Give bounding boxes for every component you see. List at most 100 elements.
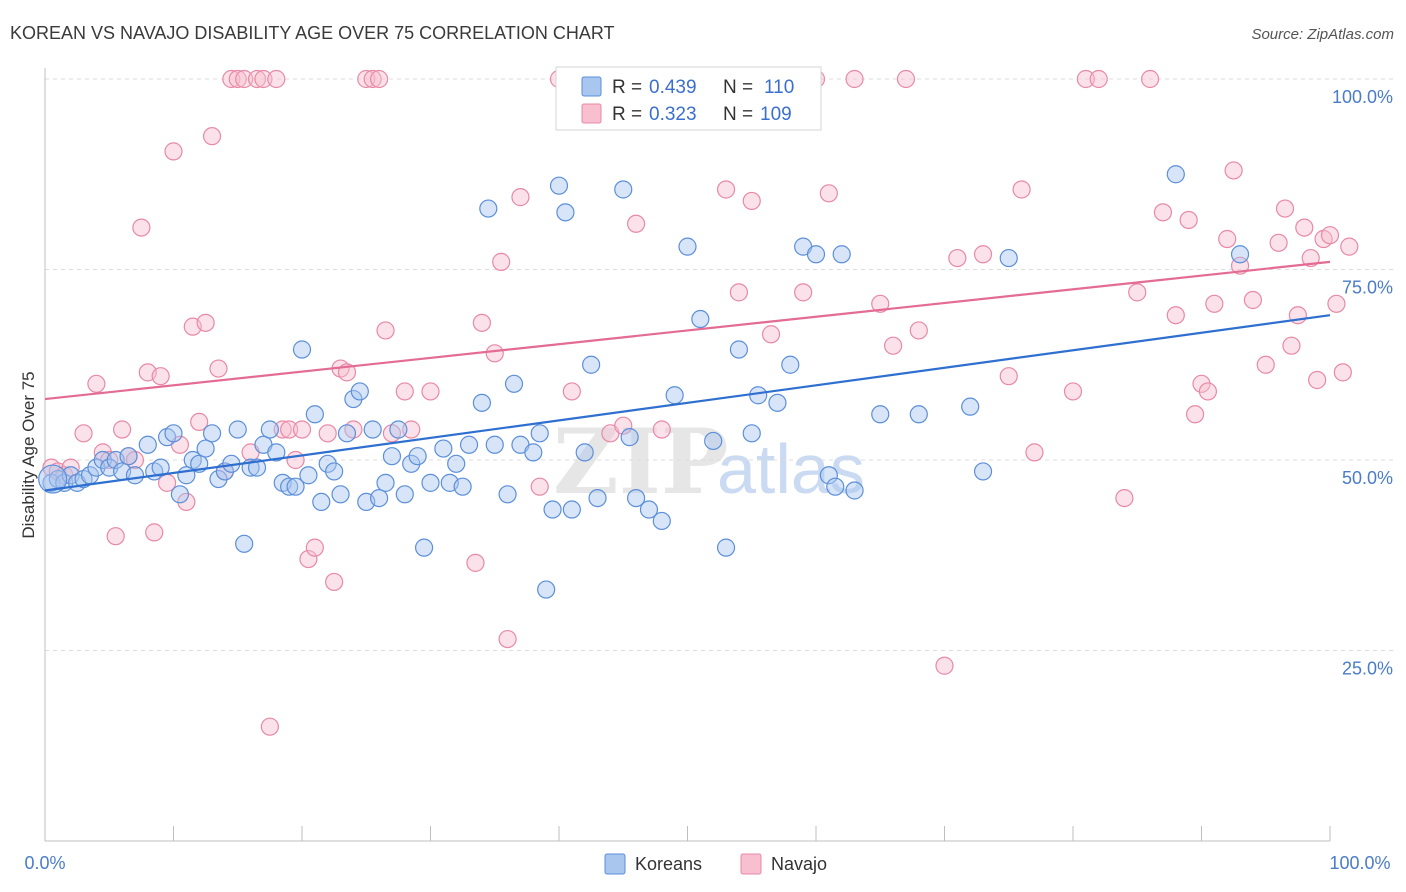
navajo-point bbox=[1179, 210, 1198, 230]
koreans-point bbox=[305, 405, 324, 424]
navajo-point bbox=[871, 294, 890, 313]
koreans-point bbox=[691, 309, 710, 329]
koreans-point bbox=[382, 447, 402, 466]
koreans-point bbox=[1230, 245, 1250, 264]
x-tick-label-min: 0.0% bbox=[24, 853, 65, 873]
koreans-point bbox=[325, 462, 344, 481]
navajo-point bbox=[1153, 203, 1173, 222]
navajo-point bbox=[626, 214, 646, 233]
koreans-point bbox=[395, 485, 414, 504]
koreans-point bbox=[93, 450, 112, 470]
navajo-point bbox=[87, 374, 106, 393]
navajo-point bbox=[1218, 229, 1237, 249]
navajo-point bbox=[511, 188, 530, 207]
koreans-point bbox=[485, 435, 504, 454]
koreans-point bbox=[408, 447, 427, 466]
koreans-point bbox=[543, 500, 562, 519]
koreans-series bbox=[38, 165, 1250, 599]
koreans-point bbox=[716, 538, 736, 557]
koreans-r-label: R = bbox=[612, 77, 642, 98]
navajo-point bbox=[273, 420, 292, 439]
koreans-point bbox=[704, 431, 723, 451]
koreans-point bbox=[479, 199, 498, 218]
koreans-point bbox=[376, 473, 395, 492]
navajo-point bbox=[472, 313, 491, 332]
navajo-point bbox=[254, 69, 273, 89]
koreans-point bbox=[781, 355, 800, 374]
navajo-bottom-swatch bbox=[740, 853, 762, 875]
navajo-point bbox=[845, 69, 864, 89]
koreans-point bbox=[196, 439, 215, 458]
koreans-point bbox=[504, 374, 524, 393]
navajo-point bbox=[652, 420, 671, 439]
koreans-point bbox=[119, 447, 138, 466]
navajo-point bbox=[267, 69, 286, 89]
navajo-point bbox=[1282, 336, 1301, 355]
navajo-point bbox=[530, 477, 549, 496]
koreans-point bbox=[742, 424, 761, 443]
koreans-point bbox=[447, 454, 466, 473]
navajo-point bbox=[935, 656, 954, 675]
koreans-point bbox=[260, 420, 279, 439]
navajo-point bbox=[1012, 180, 1031, 199]
gridlines bbox=[45, 78, 1396, 651]
koreans-n-label: N = bbox=[723, 77, 753, 98]
koreans-point bbox=[318, 454, 337, 473]
navajo-series bbox=[42, 69, 1359, 736]
navajo-point bbox=[1295, 218, 1314, 237]
navajo-point bbox=[1025, 443, 1044, 462]
y-tick-label: 75.0% bbox=[1342, 278, 1393, 298]
koreans-point bbox=[402, 454, 421, 473]
koreans-point bbox=[434, 439, 453, 458]
navajo-point bbox=[794, 283, 813, 302]
koreans-trend-line bbox=[44, 314, 1331, 492]
koreans-point bbox=[665, 386, 684, 405]
koreans-point bbox=[639, 500, 659, 519]
navajo-point bbox=[1198, 382, 1218, 401]
koreans-point bbox=[312, 492, 331, 512]
koreans-point bbox=[819, 466, 838, 485]
koreans-point bbox=[247, 458, 267, 477]
navajo-point bbox=[247, 69, 267, 89]
koreans-point bbox=[575, 443, 594, 462]
navajo-point bbox=[209, 359, 228, 378]
navajo-point bbox=[357, 69, 376, 89]
koreans-point bbox=[678, 237, 697, 256]
navajo-point bbox=[280, 420, 299, 439]
x-tick-label-max: 100.0% bbox=[1329, 853, 1390, 873]
navajo-point bbox=[1301, 248, 1320, 268]
koreans-point bbox=[331, 485, 350, 504]
koreans-point bbox=[556, 203, 575, 222]
navajo-point bbox=[761, 325, 781, 344]
koreans-point bbox=[228, 420, 247, 439]
navajo-n-label: N = bbox=[723, 104, 753, 125]
koreans-point bbox=[537, 580, 556, 599]
navajo-point bbox=[492, 252, 511, 271]
navajo-point bbox=[1320, 226, 1340, 245]
y-tick-label: 50.0% bbox=[1342, 468, 1393, 488]
navajo-point bbox=[325, 572, 344, 592]
navajo-point bbox=[1128, 283, 1147, 302]
koreans-point bbox=[350, 382, 369, 401]
navajo-point bbox=[1256, 355, 1275, 374]
koreans-point bbox=[164, 424, 183, 443]
koreans-point bbox=[530, 424, 549, 443]
koreans-point bbox=[999, 248, 1018, 268]
navajo-point bbox=[883, 336, 903, 355]
koreans-point bbox=[459, 435, 479, 454]
navajo-r-value: 0.323 bbox=[649, 104, 697, 125]
koreans-point bbox=[582, 355, 601, 374]
koreans-bottom-label: Koreans bbox=[635, 854, 702, 874]
koreans-point bbox=[472, 393, 491, 412]
navajo-point bbox=[151, 367, 170, 386]
navajo-point bbox=[305, 538, 324, 557]
navajo-point bbox=[716, 180, 736, 199]
koreans-bottom-swatch bbox=[604, 853, 626, 875]
koreans-legend-swatch bbox=[581, 76, 602, 97]
koreans-point bbox=[337, 424, 357, 443]
navajo-legend-swatch bbox=[581, 103, 602, 124]
navajo-point bbox=[164, 142, 183, 161]
navajo-point bbox=[421, 382, 440, 401]
koreans-point bbox=[909, 405, 928, 424]
navajo-point bbox=[112, 420, 132, 439]
